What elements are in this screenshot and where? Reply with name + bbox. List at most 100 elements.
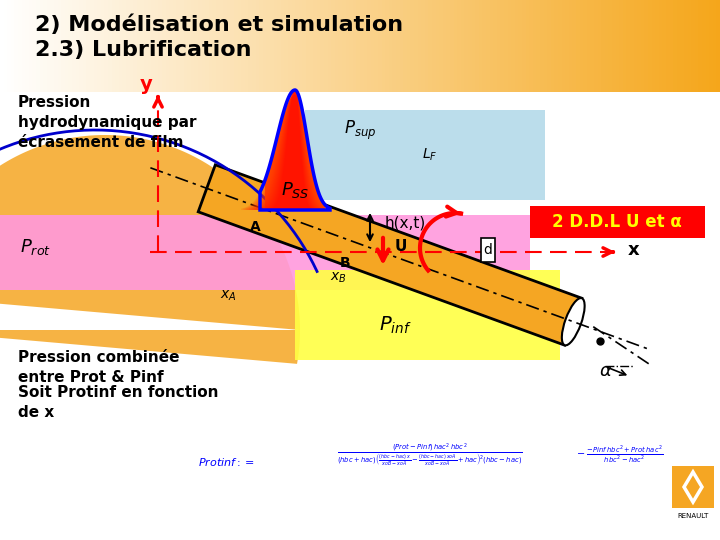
Bar xyxy=(569,0,573,92)
Bar xyxy=(227,0,231,92)
Bar xyxy=(292,0,296,92)
Polygon shape xyxy=(244,90,329,210)
Ellipse shape xyxy=(562,298,585,346)
Bar xyxy=(526,0,530,92)
Bar xyxy=(626,0,631,92)
Bar xyxy=(580,0,584,92)
Bar xyxy=(18,0,22,92)
Text: Pression
hydrodynamique par
écrasement de film: Pression hydrodynamique par écrasement d… xyxy=(18,95,197,150)
Bar xyxy=(263,0,267,92)
Bar xyxy=(446,0,451,92)
Bar xyxy=(450,0,454,92)
Bar xyxy=(277,0,282,92)
Bar xyxy=(695,0,699,92)
Bar xyxy=(522,0,526,92)
Polygon shape xyxy=(258,90,319,210)
Bar xyxy=(115,0,120,92)
Bar xyxy=(306,0,310,92)
Bar xyxy=(630,0,634,92)
Bar xyxy=(169,0,174,92)
Bar xyxy=(378,0,382,92)
Bar xyxy=(0,215,530,290)
Bar xyxy=(342,0,346,92)
Text: 2 D.D.L U et α: 2 D.D.L U et α xyxy=(552,213,682,231)
Polygon shape xyxy=(246,90,328,210)
Bar xyxy=(655,0,660,92)
Polygon shape xyxy=(198,165,582,345)
Text: Pression combinée
entre Prot & Pinf: Pression combinée entre Prot & Pinf xyxy=(18,350,179,385)
Bar xyxy=(425,0,429,92)
Text: h(x,t): h(x,t) xyxy=(385,215,426,230)
Bar xyxy=(634,0,638,92)
Bar xyxy=(191,0,195,92)
Bar xyxy=(76,0,80,92)
Bar xyxy=(461,0,465,92)
Bar xyxy=(43,0,48,92)
Bar xyxy=(313,0,318,92)
Bar xyxy=(108,0,112,92)
Bar xyxy=(576,0,580,92)
Text: B: B xyxy=(340,256,351,270)
Bar xyxy=(680,0,685,92)
Text: $x_B$: $x_B$ xyxy=(330,271,346,285)
Bar xyxy=(511,0,516,92)
Polygon shape xyxy=(248,90,327,210)
Bar xyxy=(659,0,663,92)
Bar xyxy=(50,0,55,92)
Bar xyxy=(472,0,476,92)
Bar xyxy=(97,0,102,92)
Bar xyxy=(691,0,696,92)
Bar xyxy=(482,0,487,92)
Bar xyxy=(281,0,285,92)
Text: $\frac{(Prot-Pinf)\,hac^2\,hbc^2}{(hbc+hac)\left(\frac{(hbc-hac)\,x}{xoB-xoA}-\f: $\frac{(Prot-Pinf)\,hac^2\,hbc^2}{(hbc+h… xyxy=(337,442,523,468)
Bar xyxy=(407,0,411,92)
Bar xyxy=(403,0,408,92)
Text: 2.3) Lubrification: 2.3) Lubrification xyxy=(35,40,251,60)
Text: $P_{SS}$: $P_{SS}$ xyxy=(281,180,309,200)
Bar xyxy=(205,0,210,92)
Bar xyxy=(688,0,692,92)
Bar xyxy=(504,0,508,92)
Bar xyxy=(86,0,91,92)
Bar xyxy=(500,0,505,92)
Bar xyxy=(418,0,422,92)
Text: Soit Protinf en fonction
de x: Soit Protinf en fonction de x xyxy=(18,385,218,420)
Bar xyxy=(648,0,652,92)
Polygon shape xyxy=(251,90,325,210)
Bar xyxy=(598,0,602,92)
Bar xyxy=(672,466,714,508)
Polygon shape xyxy=(241,90,331,210)
Text: $x_A$: $x_A$ xyxy=(220,289,236,303)
Polygon shape xyxy=(267,90,314,210)
Bar xyxy=(194,0,199,92)
Bar xyxy=(4,0,8,92)
Polygon shape xyxy=(256,90,321,210)
Bar xyxy=(122,0,127,92)
Bar xyxy=(270,0,274,92)
Text: A: A xyxy=(250,220,261,234)
Bar xyxy=(374,0,379,92)
Bar xyxy=(144,0,148,92)
Bar xyxy=(212,0,217,92)
Bar xyxy=(328,0,332,92)
Bar xyxy=(508,0,512,92)
Bar xyxy=(594,0,598,92)
Polygon shape xyxy=(269,90,312,210)
Polygon shape xyxy=(249,90,325,210)
Bar xyxy=(29,0,33,92)
Bar xyxy=(198,0,202,92)
Bar xyxy=(608,0,613,92)
Bar xyxy=(353,0,357,92)
Polygon shape xyxy=(271,90,310,210)
Bar xyxy=(641,0,645,92)
Bar xyxy=(590,0,595,92)
Bar xyxy=(716,0,720,92)
Polygon shape xyxy=(305,110,545,200)
Bar xyxy=(619,0,624,92)
Bar xyxy=(464,0,469,92)
Bar xyxy=(148,0,152,92)
Bar xyxy=(295,0,300,92)
Bar xyxy=(490,0,494,92)
Bar xyxy=(40,0,44,92)
Polygon shape xyxy=(265,90,315,210)
